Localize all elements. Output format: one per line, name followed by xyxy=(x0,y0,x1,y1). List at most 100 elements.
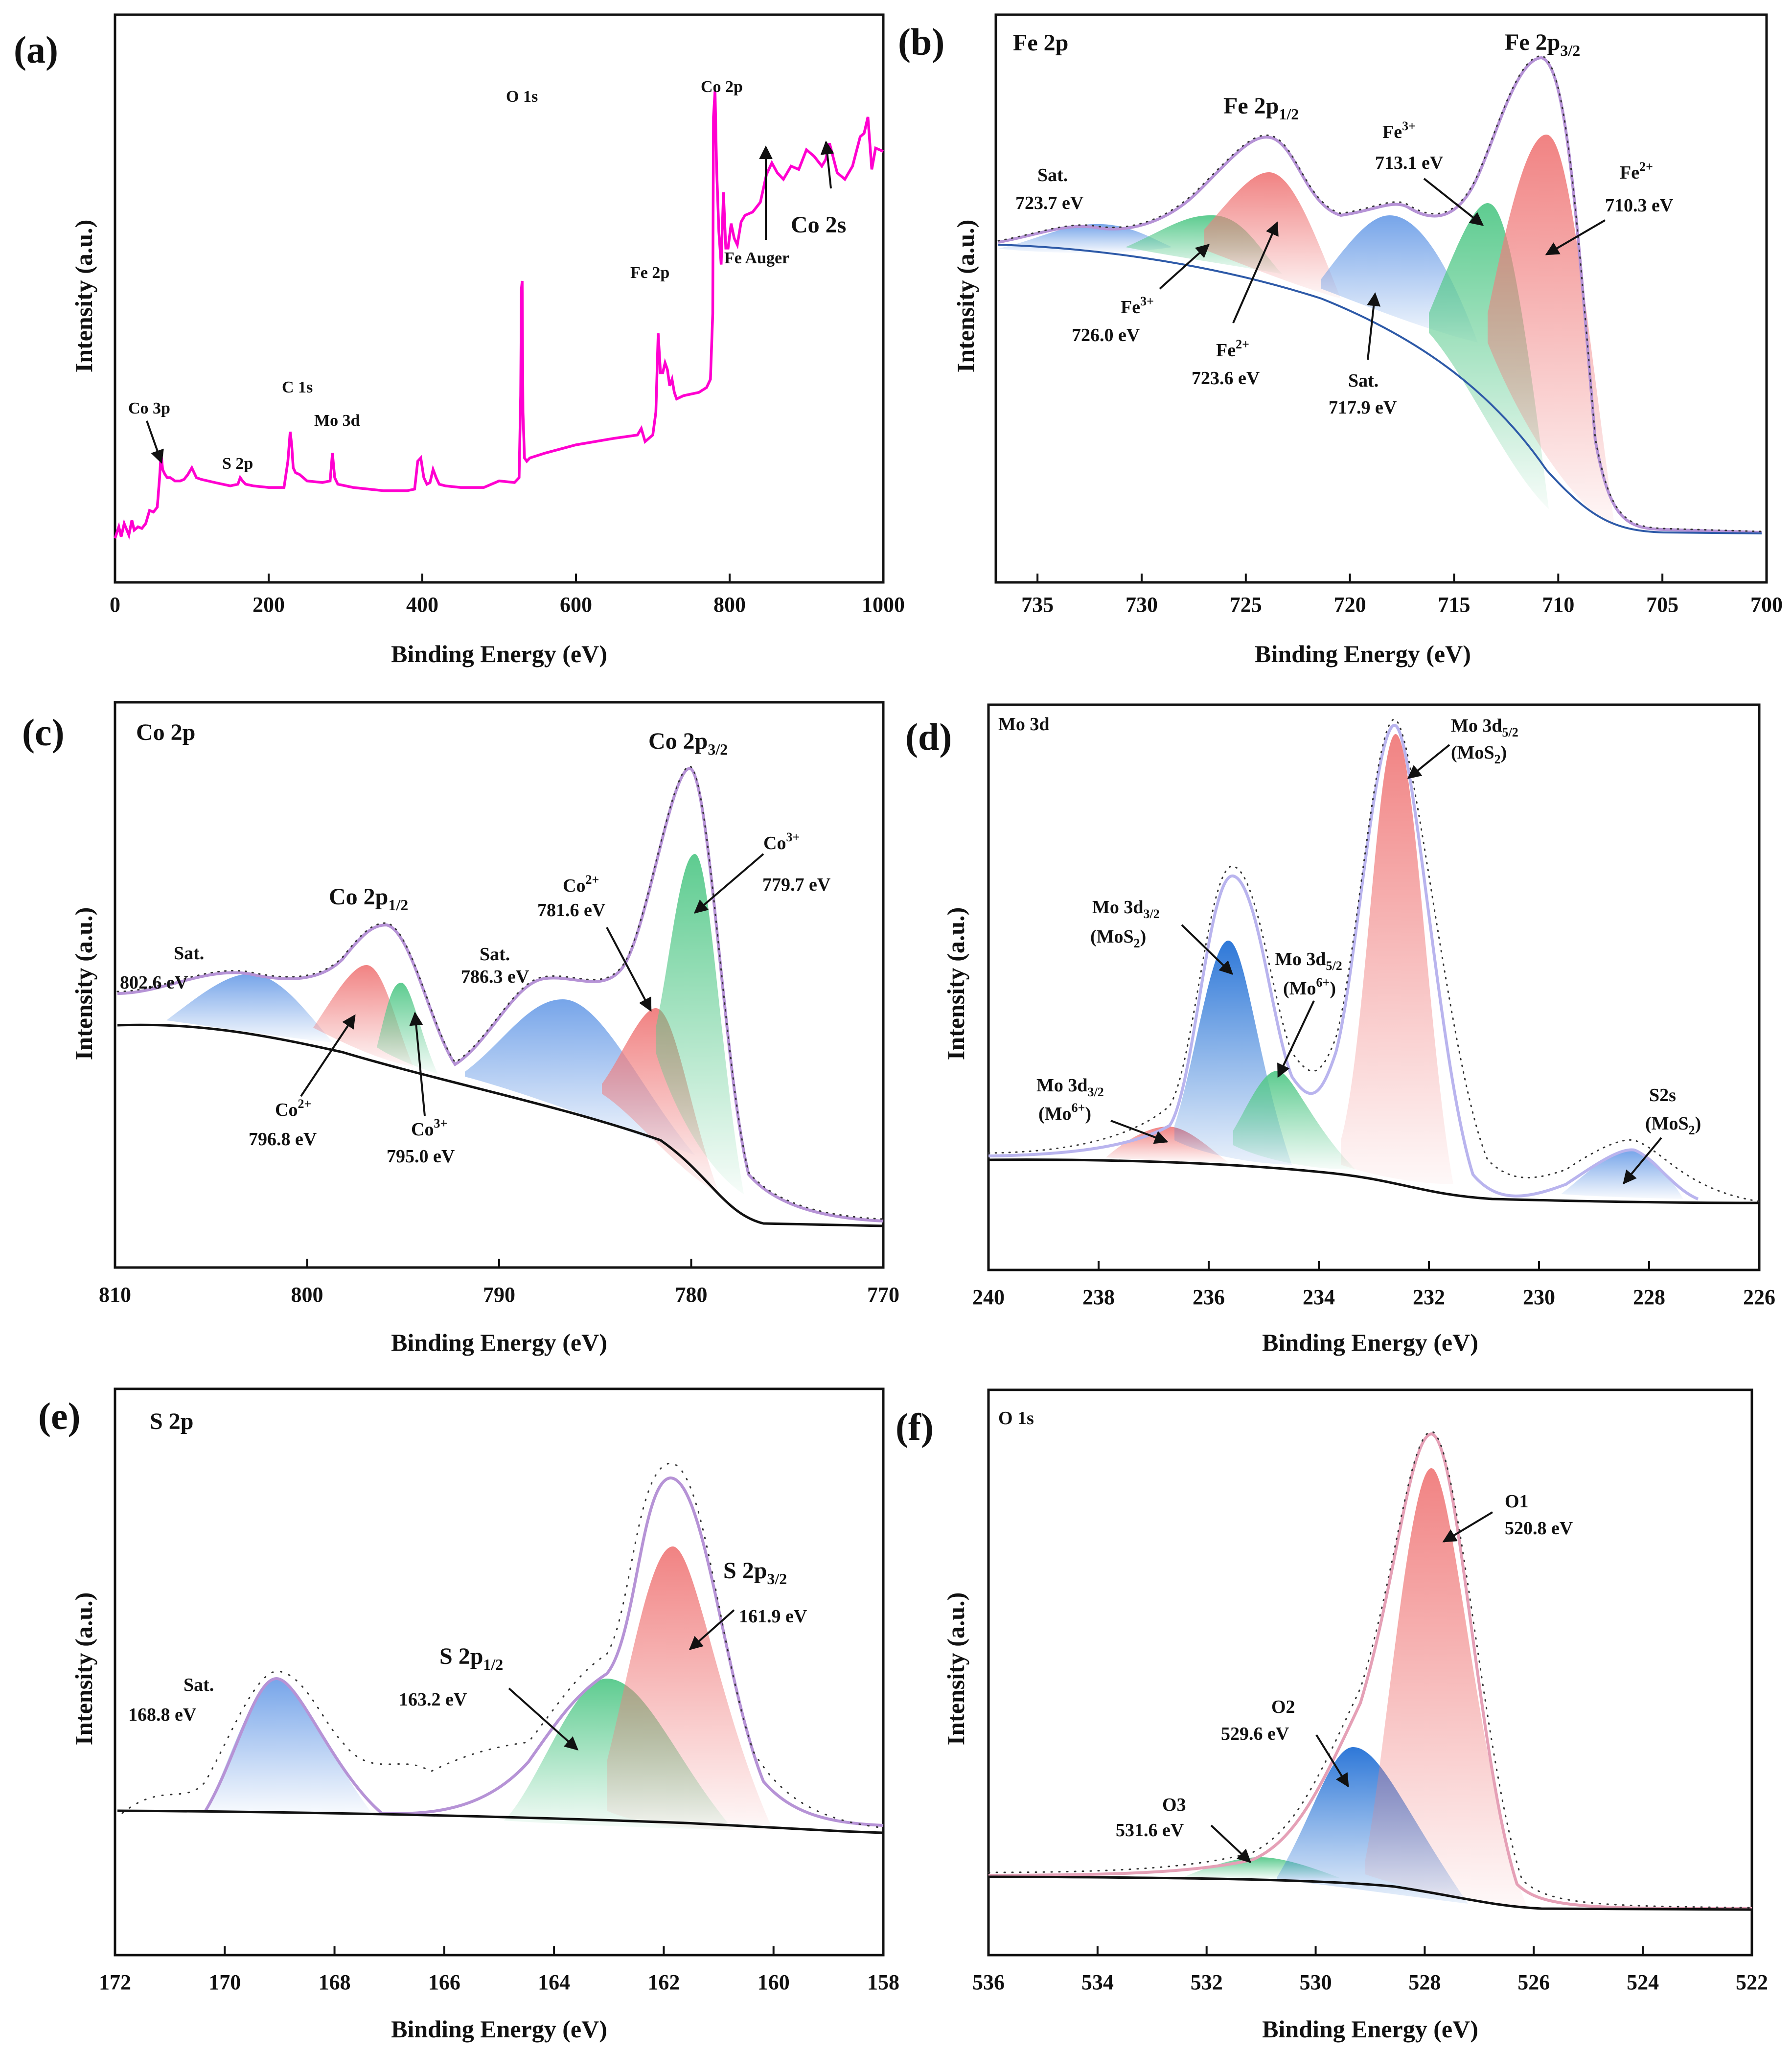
plot-frame xyxy=(114,1387,885,1957)
x-tick-label: 730 xyxy=(1126,593,1158,617)
panel-label: (e) xyxy=(38,1395,81,1437)
y-axis-label: Intensity (a.u.) xyxy=(70,1592,97,1746)
co3plus-795-peak xyxy=(377,983,438,1074)
mo3d32-mos2-label: Mo 3d3/2 xyxy=(1092,897,1160,921)
plot-frame xyxy=(987,1388,1753,1957)
x-tick-label: 160 xyxy=(758,1970,790,1994)
x-tick-label: 705 xyxy=(1646,593,1678,617)
peak-annotations: O1 520.8 eV O2 529.6 eV O3 531.6 eV xyxy=(1116,1491,1573,1863)
plot-frame xyxy=(114,13,885,584)
x-tick-label: 166 xyxy=(428,1970,460,1994)
fe3plus-energy: 713.1 eV xyxy=(1375,153,1444,173)
plot-frame xyxy=(994,13,1768,584)
x-tick-label: 770 xyxy=(867,1283,899,1307)
x-tick-label: 200 xyxy=(253,593,285,617)
x-tick-label: 780 xyxy=(675,1283,708,1307)
sat-energy: 723.7 eV xyxy=(1015,193,1084,213)
peak-s2p: S 2p xyxy=(222,455,253,473)
fe3plus-label-2: Fe3+ xyxy=(1121,294,1154,318)
x-tick-label: 800 xyxy=(291,1283,323,1307)
fit-components xyxy=(206,1546,773,1830)
panel-label: (d) xyxy=(905,715,952,758)
s2p12-label: S 2p1/2 xyxy=(439,1643,503,1673)
y-axis-label: Intensity (a.u.) xyxy=(942,1592,969,1746)
x-tick-label: 226 xyxy=(1743,1285,1775,1309)
s2p12-energy: 163.2 eV xyxy=(399,1689,467,1710)
panel-label: (c) xyxy=(22,711,65,754)
x-tick-label: 528 xyxy=(1408,1970,1441,1994)
o1-energy: 520.8 eV xyxy=(1505,1518,1573,1539)
co2p-data-points xyxy=(116,765,884,1220)
sat-energy-2: 786.3 eV xyxy=(461,967,529,987)
co3plus-label-2: Co3+ xyxy=(411,1116,447,1140)
panel-a: (a) 0 200 400 600 800 1000 Binding Energy (eV… xyxy=(14,13,905,668)
background-line xyxy=(117,1809,884,1834)
co2p32-label: Co 2p3/2 xyxy=(648,728,728,758)
mo3d52-mo6-species: (Mo6+) xyxy=(1283,975,1336,999)
mo3d32-mos2-species: (MoS2) xyxy=(1090,926,1146,950)
chart-title: Fe 2p xyxy=(1013,30,1068,56)
sat-168-peak xyxy=(206,1679,372,1813)
s2s-label: S2s xyxy=(1649,1085,1676,1106)
co3plus-energy-2: 795.0 eV xyxy=(387,1146,455,1167)
peak-annotations: Mo 3d5/2 (MoS2) Mo 3d3/2 (MoS2) Mo 3d5/2… xyxy=(1036,715,1701,1185)
chart-title: Mo 3d xyxy=(998,714,1050,735)
background-line xyxy=(988,1158,1760,1204)
x-tick-label: 735 xyxy=(1021,593,1054,617)
x-tick-label: 234 xyxy=(1303,1285,1335,1309)
peak-mo3d: Mo 3d xyxy=(314,412,360,430)
sat-label-2: Sat. xyxy=(1348,370,1378,391)
x-axis-label: Binding Energy (eV) xyxy=(1262,1329,1478,1356)
panel-c: (c) 810 800 790 780 770 Co 2p Binding Energy… xyxy=(22,701,899,1356)
plot-frame xyxy=(987,703,1761,1271)
x-tick-label: 164 xyxy=(538,1970,570,1994)
x-tick-label: 232 xyxy=(1413,1285,1445,1309)
chart-title: Co 2p xyxy=(136,719,195,745)
sat-723-peak xyxy=(998,224,1172,253)
o3-label: O3 xyxy=(1162,1795,1186,1815)
mo3d52-mo6-peak xyxy=(1233,1071,1355,1170)
x-tick-label: 522 xyxy=(1736,1970,1768,1994)
panel-f: (f) 536 534 532 530 528 526 524 522 O 1s Bindin… xyxy=(896,1388,1768,2043)
co3plus-779-peak xyxy=(656,854,744,1194)
co2plus-label-2: Co2+ xyxy=(275,1097,311,1120)
background-line xyxy=(998,244,1762,534)
x-tick-label: 526 xyxy=(1517,1970,1550,1994)
mo3d32-mo6-species: (Mo6+) xyxy=(1038,1101,1091,1124)
o2-energy: 529.6 eV xyxy=(1221,1724,1289,1744)
s2s-species: (MoS2) xyxy=(1645,1113,1701,1137)
sat-label: Sat. xyxy=(1037,165,1068,185)
fe2p12-label: Fe 2p1/2 xyxy=(1223,93,1299,123)
x-tick-label: 168 xyxy=(319,1970,351,1994)
peak-annotations: Co 2p1/2 Co 2p3/2 Sat. 802.6 eV Sat. 786… xyxy=(120,728,831,1167)
panel-label: (f) xyxy=(896,1406,934,1448)
peak-c1s: C 1s xyxy=(282,378,313,396)
co2p-envelope xyxy=(117,766,884,1222)
x-tick-label: 158 xyxy=(867,1970,899,1994)
fit-components xyxy=(998,135,1615,529)
peak-co2s: Co 2s xyxy=(791,212,846,238)
sat-802-peak xyxy=(166,974,333,1042)
sat-energy: 168.8 eV xyxy=(128,1705,197,1725)
x-tick-label: 400 xyxy=(406,593,438,617)
co2plus-energy-2: 796.8 eV xyxy=(249,1129,317,1150)
y-axis-label: Intensity (a.u.) xyxy=(70,907,97,1061)
x-tick-label: 532 xyxy=(1191,1970,1223,1994)
fe2p-data-points xyxy=(997,55,1763,532)
fe3plus-energy-2: 726.0 eV xyxy=(1072,325,1140,346)
o2-label: O2 xyxy=(1271,1697,1295,1717)
mo3d52-mos2-species: (MoS2) xyxy=(1451,742,1507,766)
x-tick-label: 710 xyxy=(1542,593,1574,617)
fe2plus-710-peak xyxy=(1488,135,1615,529)
o1-label: O1 xyxy=(1505,1491,1529,1512)
x-tick-label: 530 xyxy=(1300,1970,1332,1994)
fit-components xyxy=(166,854,744,1194)
x-tick-label: 0 xyxy=(110,593,120,617)
background-line xyxy=(117,1023,884,1227)
x-tick-label: 715 xyxy=(1438,593,1470,617)
y-axis-label: Intensity (a.u.) xyxy=(70,220,97,373)
x-tick-label: 172 xyxy=(99,1970,131,1994)
fe2plus-label: Fe2+ xyxy=(1620,160,1653,183)
x-tick-label: 230 xyxy=(1523,1285,1555,1309)
x-tick-label: 170 xyxy=(208,1970,241,1994)
